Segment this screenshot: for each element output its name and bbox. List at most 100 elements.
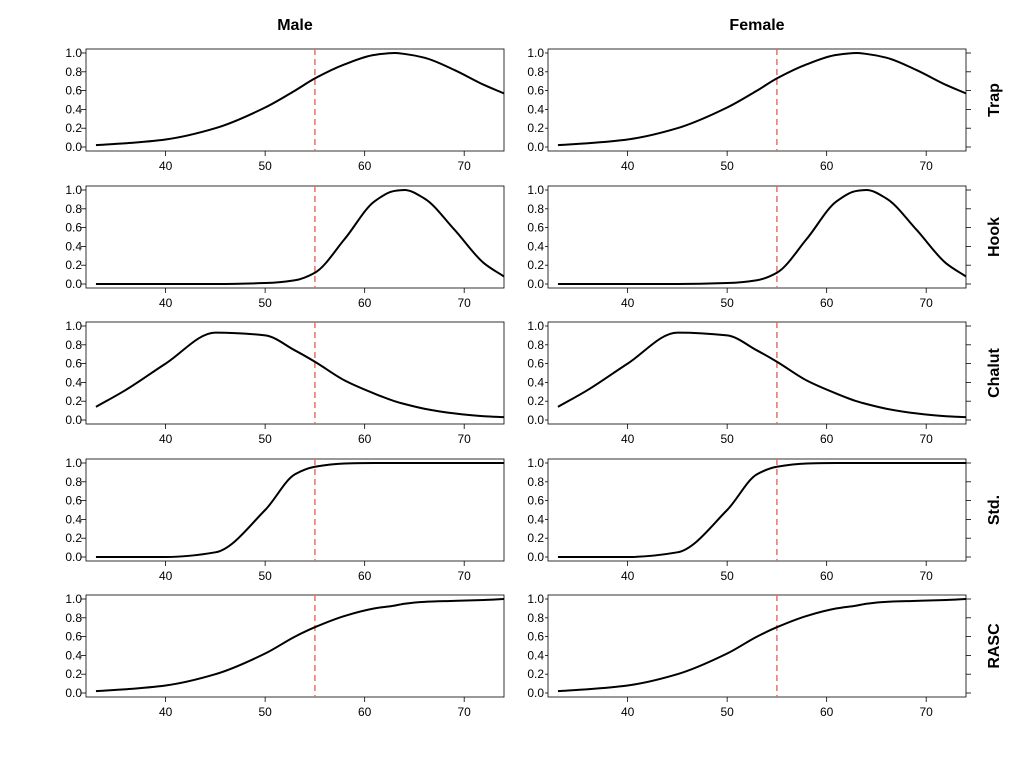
y-tick-label: 0.8 (527, 611, 544, 625)
y-tick-label: 0.4 (527, 239, 544, 253)
panel-frame (547, 48, 967, 152)
series-line (557, 331, 966, 419)
x-tick-label: 40 (621, 569, 635, 583)
y-tick-label: 1.0 (65, 46, 82, 60)
panel-frame (85, 185, 505, 289)
x-tick-label: 40 (621, 705, 635, 719)
x-tick-label: 70 (920, 705, 934, 719)
panel-trap-female: 0.0 0.2 0.4 0.6 0.8 1.0 40 50 60 70 (527, 46, 971, 173)
x-tick-label: 40 (159, 159, 173, 173)
x-tick-label: 40 (159, 569, 173, 583)
panel-chalut-male: 0.0 0.2 0.4 0.6 0.8 1.0 40 50 60 70 (65, 319, 505, 446)
y-tick-label: 0.0 (527, 277, 544, 291)
y-tick-label: 0.0 (65, 686, 82, 700)
y-tick-label: 0.2 (65, 121, 82, 135)
y-tick-label: 0.0 (527, 550, 544, 564)
y-tick-label: 0.4 (527, 512, 544, 526)
x-tick-label: 50 (720, 569, 734, 583)
panel-chalut-female: 0.0 0.2 0.4 0.6 0.8 1.0 40 50 60 70 (527, 319, 971, 446)
x-tick-label: 50 (258, 296, 272, 310)
y-tick-label: 0.8 (65, 338, 82, 352)
series-line (95, 462, 504, 559)
x-tick-label: 70 (458, 432, 472, 446)
y-tick-label: 0.8 (65, 65, 82, 79)
x-tick-label: 70 (920, 296, 934, 310)
y-tick-label: 0.8 (527, 202, 544, 216)
y-tick-label: 0.2 (65, 258, 82, 272)
y-tick-label: 1.0 (527, 592, 544, 606)
y-tick-label: 0.2 (65, 531, 82, 545)
x-tick-label: 40 (621, 159, 635, 173)
y-tick-label: 0.0 (65, 277, 82, 291)
column-title-male: Male (277, 17, 313, 34)
row-title-chalut: Chalut (986, 347, 1003, 397)
x-tick-label: 40 (621, 296, 635, 310)
x-tick-label: 50 (258, 432, 272, 446)
row-title-std: Std. (986, 495, 1003, 525)
x-tick-label: 70 (920, 159, 934, 173)
series-line (557, 462, 966, 559)
y-tick-label: 0.6 (527, 84, 544, 98)
x-tick-label: 50 (720, 432, 734, 446)
y-tick-label: 0.4 (527, 648, 544, 662)
y-tick-label: 0.4 (65, 102, 82, 116)
y-tick-label: 0.2 (527, 667, 544, 681)
y-tick-label: 0.6 (527, 494, 544, 508)
x-tick-label: 40 (621, 432, 635, 446)
panel-frame (85, 458, 505, 562)
row-title-hook: Hook (986, 217, 1003, 257)
series-line (95, 331, 504, 419)
y-tick-label: 0.8 (527, 475, 544, 489)
y-tick-label: 1.0 (65, 456, 82, 470)
y-tick-label: 0.2 (527, 531, 544, 545)
panel-frame (85, 594, 505, 698)
panel-frame (547, 185, 967, 289)
x-tick-label: 70 (920, 432, 934, 446)
y-tick-label: 0.2 (527, 258, 544, 272)
y-tick-label: 0.2 (65, 667, 82, 681)
y-tick-label: 1.0 (65, 183, 82, 197)
x-tick-label: 70 (458, 159, 472, 173)
panel-rasc-female: 0.0 0.2 0.4 0.6 0.8 1.0 40 50 60 70 (527, 592, 971, 719)
y-tick-label: 0.6 (527, 221, 544, 235)
y-tick-label: 0.0 (65, 550, 82, 564)
series-line (557, 598, 966, 693)
row-title-rasc: RASC (986, 623, 1003, 669)
y-tick-label: 0.0 (527, 413, 544, 427)
x-tick-label: 60 (358, 159, 372, 173)
series-line (557, 51, 966, 147)
y-tick-label: 0.2 (527, 394, 544, 408)
series-line (557, 188, 966, 285)
x-tick-label: 60 (358, 296, 372, 310)
panel-std-female: 0.0 0.2 0.4 0.6 0.8 1.0 40 50 60 70 (527, 456, 971, 583)
panel-frame (547, 594, 967, 698)
y-tick-label: 0.6 (527, 357, 544, 371)
series-line (95, 598, 504, 693)
x-tick-label: 60 (820, 296, 834, 310)
x-tick-label: 40 (159, 432, 173, 446)
y-tick-label: 0.4 (65, 375, 82, 389)
panel-std-male: 0.0 0.2 0.4 0.6 0.8 1.0 40 50 60 70 (65, 456, 505, 583)
y-tick-label: 0.2 (527, 121, 544, 135)
x-tick-label: 50 (258, 569, 272, 583)
y-tick-label: 1.0 (65, 319, 82, 333)
y-tick-label: 0.8 (527, 338, 544, 352)
x-tick-label: 60 (820, 569, 834, 583)
y-tick-label: 0.6 (65, 630, 82, 644)
y-tick-label: 0.2 (65, 394, 82, 408)
x-tick-label: 60 (358, 705, 372, 719)
y-tick-label: 1.0 (527, 183, 544, 197)
panel-frame (85, 321, 505, 425)
y-tick-label: 0.6 (65, 357, 82, 371)
x-tick-label: 60 (820, 159, 834, 173)
x-tick-label: 70 (458, 296, 472, 310)
panel-frame (547, 321, 967, 425)
y-tick-label: 0.6 (65, 494, 82, 508)
x-tick-label: 60 (820, 432, 834, 446)
y-tick-label: 0.8 (65, 202, 82, 216)
x-tick-label: 50 (258, 159, 272, 173)
x-tick-label: 70 (458, 569, 472, 583)
y-tick-label: 0.6 (65, 84, 82, 98)
y-tick-label: 0.4 (527, 375, 544, 389)
